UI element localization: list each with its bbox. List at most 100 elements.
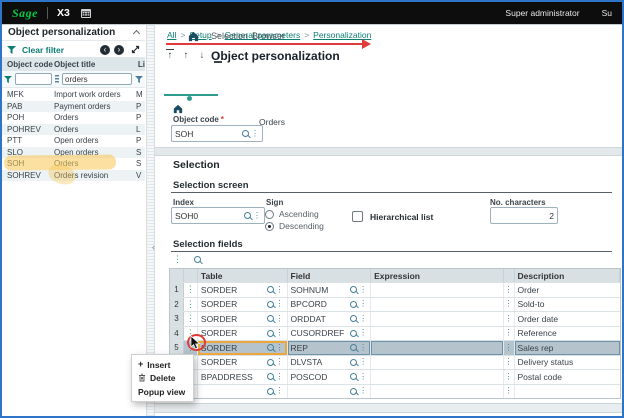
object-code-field[interactable] bbox=[171, 125, 263, 142]
field-cell[interactable]: DLVSTA bbox=[288, 356, 372, 370]
search-icon[interactable] bbox=[244, 212, 251, 219]
filter-icon[interactable] bbox=[7, 41, 16, 59]
context-menu-popup-view[interactable]: Popup view bbox=[132, 385, 193, 398]
selection-field-row[interactable]: 7 BPADDRESS POSCOD Postal code bbox=[170, 369, 620, 384]
kebab-menu-icon[interactable] bbox=[505, 387, 513, 395]
row-menu-cell[interactable] bbox=[184, 283, 198, 297]
index-input[interactable] bbox=[175, 211, 242, 221]
kebab-menu-icon[interactable] bbox=[505, 315, 513, 323]
row-menu-cell[interactable] bbox=[184, 298, 198, 312]
object-list-row[interactable]: PTT Open orders P bbox=[2, 135, 145, 147]
search-icon[interactable] bbox=[242, 130, 249, 137]
grid-menu-icon[interactable] bbox=[173, 255, 182, 264]
search-icon[interactable] bbox=[350, 330, 357, 337]
row-kebab-icon[interactable] bbox=[186, 329, 195, 338]
table-cell[interactable]: SORDER bbox=[198, 283, 288, 297]
kebab-menu-icon[interactable] bbox=[505, 373, 513, 381]
field-cell[interactable]: REP bbox=[288, 341, 372, 355]
kebab-menu-icon[interactable] bbox=[505, 358, 513, 366]
expression-cell[interactable] bbox=[371, 327, 503, 341]
search-icon[interactable] bbox=[350, 388, 357, 395]
kebab-menu-icon[interactable] bbox=[359, 344, 367, 352]
object-list-row[interactable]: POHREV Orders L bbox=[2, 124, 145, 136]
index-field[interactable] bbox=[171, 207, 265, 224]
table-cell[interactable]: SORDER bbox=[198, 356, 288, 370]
field-cell[interactable]: POSCOD bbox=[288, 370, 372, 384]
row-kebab-icon[interactable] bbox=[186, 300, 195, 309]
no-characters-field[interactable] bbox=[490, 207, 558, 224]
filter-funnel-icon[interactable] bbox=[4, 70, 12, 88]
prev-page-icon[interactable] bbox=[100, 45, 110, 55]
field-cell[interactable] bbox=[288, 385, 372, 399]
kebab-menu-icon[interactable] bbox=[276, 344, 284, 352]
table-cell[interactable]: SORDER bbox=[198, 341, 288, 355]
kebab-menu-icon[interactable] bbox=[359, 329, 367, 337]
search-icon[interactable] bbox=[267, 301, 274, 308]
row-menu-cell[interactable] bbox=[184, 312, 198, 326]
column-header-extra[interactable]: Li bbox=[138, 60, 145, 69]
tab-selection[interactable]: Selection bbox=[211, 31, 248, 41]
kebab-menu-icon[interactable] bbox=[505, 300, 513, 308]
expression-cell[interactable] bbox=[371, 370, 503, 384]
expression-cell[interactable] bbox=[371, 312, 503, 326]
selection-field-row[interactable]: 2 SORDER BPCORD Sold-to bbox=[170, 297, 620, 312]
hierarchical-list-checkbox[interactable] bbox=[352, 211, 363, 222]
clear-filter-button[interactable]: Clear filter bbox=[22, 45, 64, 55]
object-list-row[interactable]: MFK Import work orders M bbox=[2, 89, 145, 101]
object-list-row[interactable]: SOH Orders S bbox=[2, 158, 145, 170]
tab-home[interactable] bbox=[188, 29, 199, 47]
table-cell[interactable] bbox=[198, 385, 288, 399]
kebab-menu-icon[interactable] bbox=[276, 286, 284, 294]
object-list-row[interactable]: PAB Payment orders P bbox=[2, 101, 145, 113]
kebab-menu-icon[interactable] bbox=[505, 329, 513, 337]
search-icon[interactable] bbox=[267, 315, 274, 322]
kebab-menu-icon[interactable] bbox=[276, 329, 284, 337]
kebab-menu-icon[interactable] bbox=[276, 315, 284, 323]
previous-record-icon[interactable] bbox=[182, 51, 190, 61]
kebab-menu-icon[interactable] bbox=[359, 358, 367, 366]
kebab-menu-icon[interactable] bbox=[505, 286, 513, 294]
description-menu-cell[interactable] bbox=[504, 385, 515, 399]
expression-cell[interactable] bbox=[371, 283, 503, 297]
selection-field-row[interactable]: 1 SORDER SOHNUM Order bbox=[170, 282, 620, 297]
calendar-icon[interactable] bbox=[80, 7, 92, 19]
kebab-menu-icon[interactable] bbox=[276, 300, 284, 308]
description-menu-cell[interactable] bbox=[504, 283, 515, 297]
search-icon[interactable] bbox=[267, 286, 274, 293]
selection-field-row[interactable]: 3 SORDER ORDDAT Order date bbox=[170, 311, 620, 326]
search-icon[interactable] bbox=[267, 330, 274, 337]
search-icon[interactable] bbox=[350, 286, 357, 293]
context-menu-delete[interactable]: Delete bbox=[132, 371, 193, 385]
ascending-radio[interactable] bbox=[265, 210, 274, 219]
object-list-row[interactable]: SOHREV Orders revision V bbox=[2, 170, 145, 182]
kebab-menu-icon[interactable] bbox=[276, 387, 284, 395]
kebab-menu-icon[interactable] bbox=[359, 286, 367, 294]
search-icon[interactable] bbox=[350, 373, 357, 380]
next-page-icon[interactable] bbox=[114, 45, 124, 55]
filter-funnel-icon-right[interactable] bbox=[135, 70, 143, 88]
context-menu-insert[interactable]: Insert bbox=[132, 358, 193, 371]
row-kebab-icon[interactable] bbox=[186, 314, 195, 323]
filter-type-icon[interactable] bbox=[55, 75, 59, 83]
selection-field-row[interactable]: 4 SORDER CUSORDREF Reference bbox=[170, 326, 620, 341]
kebab-menu-icon[interactable] bbox=[359, 300, 367, 308]
kebab-menu-icon[interactable] bbox=[251, 130, 259, 138]
column-header-table[interactable]: Table bbox=[198, 269, 288, 282]
selection-field-row[interactable]: 6 SORDER DLVSTA Delivery status bbox=[170, 355, 620, 370]
title-filter-input[interactable] bbox=[62, 73, 132, 85]
kebab-menu-icon[interactable] bbox=[359, 315, 367, 323]
field-cell[interactable]: SOHNUM bbox=[288, 283, 372, 297]
row-kebab-icon[interactable] bbox=[186, 285, 195, 294]
column-header-field[interactable]: Field bbox=[288, 269, 372, 282]
description-menu-cell[interactable] bbox=[504, 356, 515, 370]
column-header-object-code[interactable]: Object code bbox=[2, 60, 54, 69]
search-icon[interactable] bbox=[350, 344, 357, 351]
field-cell[interactable]: BPCORD bbox=[288, 298, 372, 312]
column-header-expression[interactable]: Expression bbox=[371, 269, 503, 282]
search-icon[interactable] bbox=[350, 315, 357, 322]
selection-field-row[interactable]: 5 SORDER REP Sales rep bbox=[170, 340, 620, 355]
search-icon[interactable] bbox=[267, 344, 274, 351]
grid-search-icon[interactable] bbox=[194, 256, 201, 263]
kebab-menu-icon[interactable] bbox=[253, 212, 261, 220]
description-menu-cell[interactable] bbox=[504, 312, 515, 326]
